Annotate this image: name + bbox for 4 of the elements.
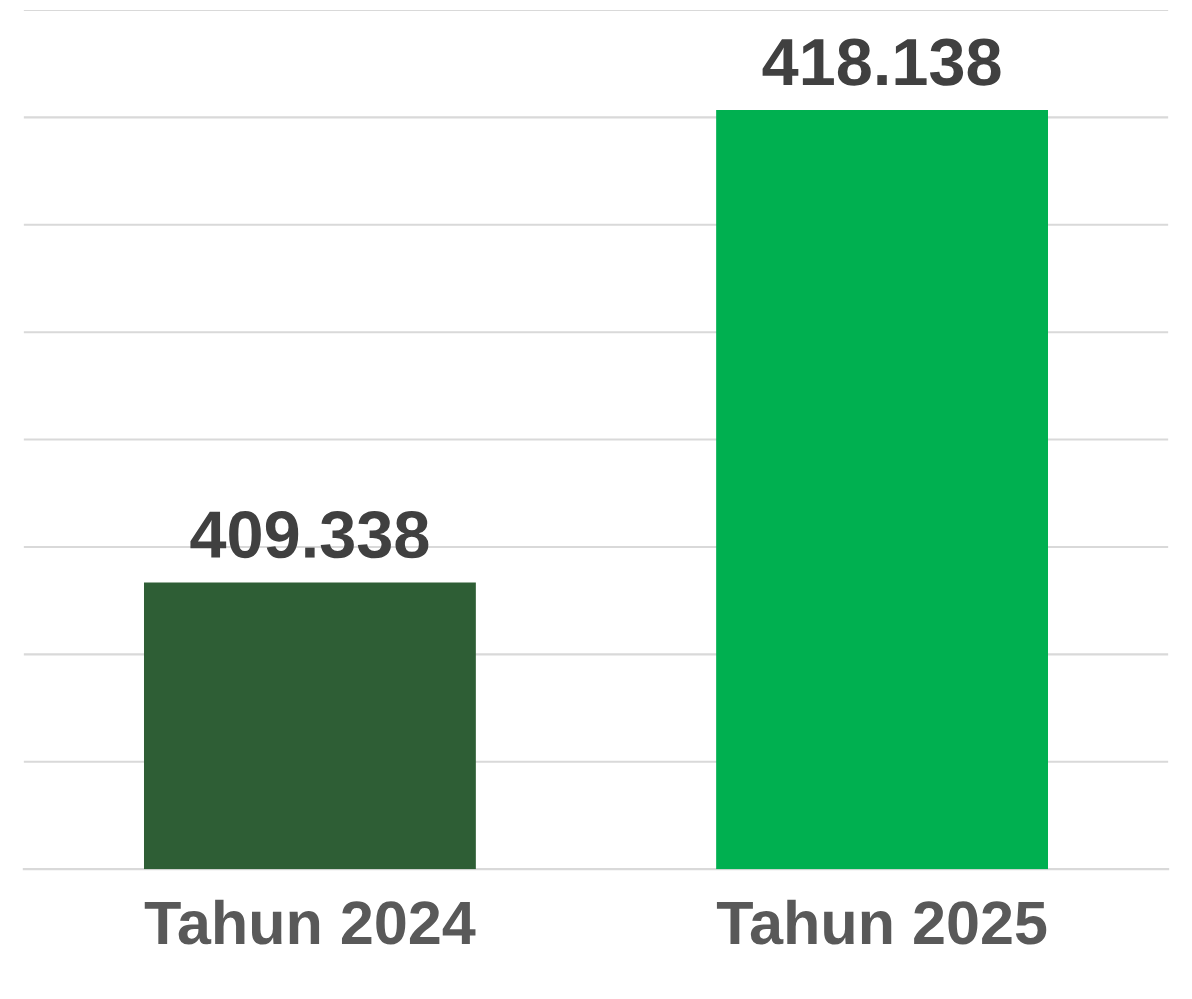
x-tick-label: Tahun 2025: [716, 899, 1047, 945]
x-tick-label: Tahun 2024: [144, 899, 476, 945]
data-label: 418.138: [762, 38, 1001, 86]
data-label: 409.338: [190, 511, 429, 559]
